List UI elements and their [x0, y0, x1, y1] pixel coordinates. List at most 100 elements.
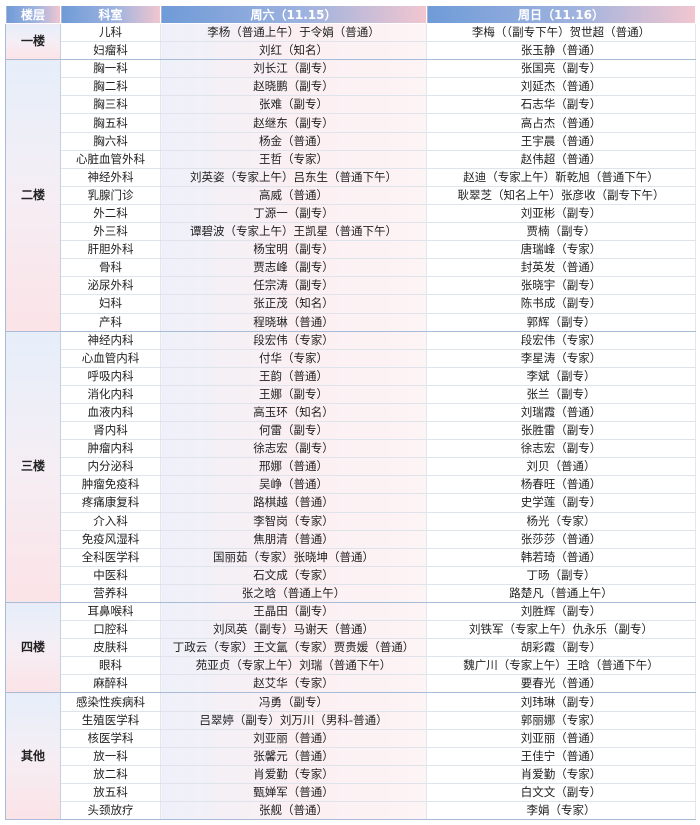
saturday-cell: 段宏伟（专家）: [160, 331, 427, 350]
sunday-cell: 刘亚彬（副专）: [426, 204, 696, 224]
saturday-cell: 李智岗（专家）: [160, 512, 427, 531]
saturday-cell: 王韵（普通）: [160, 367, 427, 386]
sunday-cell: 丁旸（副专）: [426, 566, 696, 585]
sunday-cell: 耿翠芝（知名上午）张彦收（副专下午）: [426, 186, 696, 205]
table-row: 血液内科 高玉环（知名） 刘瑞霞（普通）: [6, 403, 696, 423]
sunday-cell: 郭辉（副专）: [426, 313, 696, 332]
sunday-cell: 张胜雷（副专）: [426, 421, 696, 441]
saturday-cell: 张舰（普通）: [160, 801, 427, 821]
table-row: 呼吸内科 王韵（普通） 李斌（副专）: [6, 367, 696, 386]
dept-cell: 胸六科: [60, 132, 161, 151]
dept-cell: 内分泌科: [60, 457, 161, 477]
table-row: 乳腺门诊 高威（普通） 耿翠芝（知名上午）张彦收（副专下午）: [6, 186, 696, 205]
table-row: 胸六科 杨金（普通） 王宇晨（普通）: [6, 132, 696, 151]
sunday-cell: 陈书成（副专）: [426, 294, 696, 314]
dept-cell: 皮肤科: [60, 638, 161, 658]
table-row: 放二科 肖爱勤（专家） 肖爱勤（专家）: [6, 765, 696, 784]
saturday-cell: 刘红（知名）: [160, 41, 427, 61]
dept-cell: 消化内科: [60, 385, 161, 404]
sunday-cell: 赵迪（专家上午）靳乾旭（普通下午）: [426, 168, 696, 187]
dept-cell: 核医学科: [60, 729, 161, 748]
sunday-cell: 刘瑞霞（普通）: [426, 403, 696, 423]
saturday-cell: 张之晗（普通上午）: [160, 584, 427, 604]
dept-cell: 胸三科: [60, 95, 161, 115]
table-row: 放一科 张馨元（普通） 王佳宁（普通）: [6, 747, 696, 766]
dept-cell: 骨科: [60, 258, 161, 278]
table-row: 心脏血管外科 王哲（专家） 赵伟超（普通）: [6, 150, 696, 169]
table-row: 胸二科 赵晓鹏（副专） 刘延杰（普通）: [6, 77, 696, 97]
header-floor: 楼层: [5, 5, 61, 24]
table-row: 眼科 苑亚贞（专家上午）刘瑞（普通下午） 魏广川（专家上午）王晗（普通下午）: [6, 656, 696, 676]
table-row: 放五科 甄婵军（普通） 白文文（副专）: [6, 783, 696, 803]
table-row: 四楼 耳鼻喉科 王晶田（副专） 刘胜辉（副专）: [5, 602, 696, 694]
dept-cell: 介入科: [60, 512, 161, 531]
dept-cell: 胸五科: [60, 113, 161, 133]
saturday-cell: 赵艾华（专家）: [160, 674, 427, 694]
dept-cell: 肝胆外科: [60, 240, 161, 260]
sunday-cell: 刘贝（普通）: [426, 457, 696, 477]
dept-cell: 肿瘤免疫科: [60, 475, 161, 495]
dept-cell: 呼吸内科: [60, 367, 161, 386]
saturday-cell: 张馨元（普通）: [160, 747, 427, 766]
table-row: 胸三科 张难（副专） 石志华（副专）: [6, 95, 696, 115]
sunday-cell: 张玉静（普通）: [426, 41, 696, 61]
table-row: 骨科 贾志峰（副专） 封英发（普通）: [6, 258, 696, 278]
saturday-cell: 丁政云（专家）王文氲（专家）贾贵媛（普通）: [160, 638, 427, 658]
table-row: 生殖医学科 吕翠婷（副专）刘万川（男科-普通） 郭丽娜（专家）: [6, 711, 696, 730]
floor-label: 二楼: [5, 59, 61, 332]
dept-cell: 泌尿外科: [60, 276, 161, 296]
dept-cell: 肿瘤内科: [60, 439, 161, 459]
table-row: 心血管内科 付华（专家） 李星涛（专家）: [6, 349, 696, 368]
sunday-cell: 李星涛（专家）: [426, 349, 696, 368]
saturday-cell: 徐志宏（副专）: [160, 439, 427, 459]
table-row: 内分泌科 邢娜（普通） 刘贝（普通）: [6, 457, 696, 477]
sunday-cell: 唐瑞峰（专家）: [426, 240, 696, 260]
dept-cell: 头颈放疗: [60, 801, 161, 821]
table-row: 肾内科 何雷（副专） 张胜雷（副专）: [6, 421, 696, 441]
table-row: 其他 感染性疾病科 冯勇（副专） 刘玮琳（副专）: [5, 692, 696, 821]
sunday-cell: 肖爱勤（专家）: [426, 765, 696, 784]
saturday-cell: 付华（专家）: [160, 349, 427, 368]
sunday-cell: 封英发（普通）: [426, 258, 696, 278]
table-row: 中医科 石文成（专家） 丁旸（副专）: [6, 566, 696, 585]
dept-cell: 妇瘤科: [60, 41, 161, 61]
saturday-cell: 肖爱勤（专家）: [160, 765, 427, 784]
table-row: 妇瘤科 刘红（知名） 张玉静（普通）: [6, 41, 696, 61]
dept-cell: 全科医学科: [60, 548, 161, 567]
saturday-cell: 吕翠婷（副专）刘万川（男科-普通）: [160, 711, 427, 730]
table-row: 肿瘤免疫科 吴峥（普通） 杨春旺（普通）: [6, 475, 696, 495]
saturday-cell: 张难（副专）: [160, 95, 427, 115]
sunday-cell: 张晓宇（副专）: [426, 276, 696, 296]
table-row: 免疫风湿科 焦朋清（普通） 张莎莎（普通）: [6, 530, 696, 549]
table-row: 胸五科 赵继东（副专） 高占杰（普通）: [6, 113, 696, 133]
saturday-cell: 吴峥（普通）: [160, 475, 427, 495]
sunday-cell: 刘铁军（专家上午）仇永乐（副专）: [426, 620, 696, 640]
sunday-cell: 李斌（副专）: [426, 367, 696, 386]
saturday-cell: 焦朋清（普通）: [160, 530, 427, 549]
saturday-cell: 高玉环（知名）: [160, 403, 427, 423]
saturday-cell: 任宗涛（副专）: [160, 276, 427, 296]
saturday-cell: 程晓琳（普通）: [160, 313, 427, 332]
floor-label: 三楼: [5, 331, 61, 604]
saturday-cell: 路棋越（普通）: [160, 493, 427, 513]
table-row: 疼痛康复科 路棋越（普通） 史学莲（副专）: [6, 493, 696, 513]
saturday-cell: 丁源一（副专）: [160, 204, 427, 224]
sunday-cell: 赵伟超（普通）: [426, 150, 696, 169]
sunday-cell: 魏广川（专家上午）王晗（普通下午）: [426, 656, 696, 676]
sunday-cell: 张国亮（副专）: [426, 59, 696, 79]
sunday-cell: 王宇晨（普通）: [426, 132, 696, 151]
floor-label: 四楼: [5, 602, 61, 694]
saturday-cell: 高威（普通）: [160, 186, 427, 205]
dept-cell: 疼痛康复科: [60, 493, 161, 513]
sunday-cell: 郭丽娜（专家）: [426, 711, 696, 730]
table-row: 外三科 谭碧波（专家上午）王凯星（普通下午） 贾楠（副专）: [6, 222, 696, 242]
saturday-cell: 谭碧波（专家上午）王凯星（普通下午）: [160, 222, 427, 242]
dept-cell: 外三科: [60, 222, 161, 242]
saturday-cell: 冯勇（副专）: [160, 692, 427, 712]
table-row: 肿瘤内科 徐志宏（副专） 徐志宏（副专）: [6, 439, 696, 459]
dept-cell: 产科: [60, 313, 161, 332]
saturday-cell: 杨金（普通）: [160, 132, 427, 151]
sunday-cell: 王佳宁（普通）: [426, 747, 696, 766]
table-row: 神经外科 刘英姿（专家上午）吕东生（普通下午） 赵迪（专家上午）靳乾旭（普通下午）: [6, 168, 696, 187]
table-row: 全科医学科 国丽茹（专家）张晓坤（普通） 韩若琦（普通）: [6, 548, 696, 567]
